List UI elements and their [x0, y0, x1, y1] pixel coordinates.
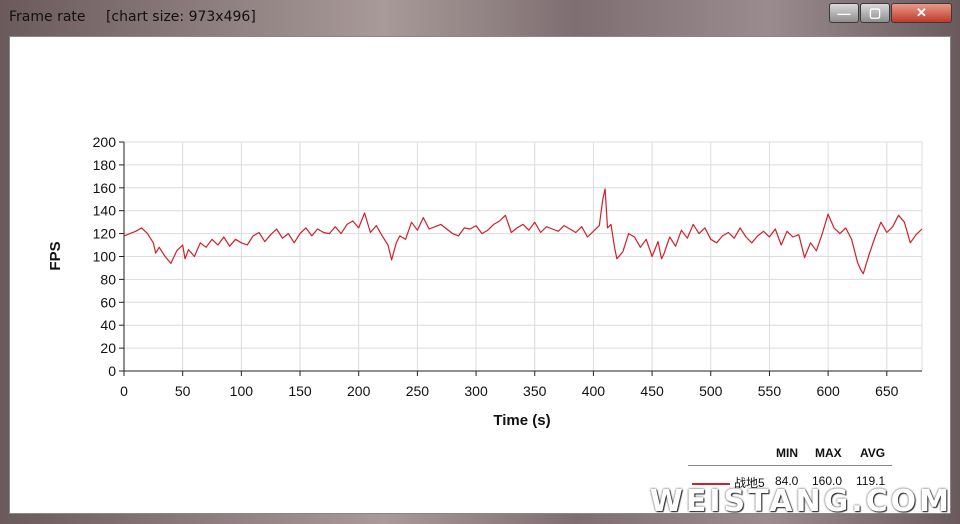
- y-axis-ticks: 0 20 40 60 80 100 120 140 160 180 200: [93, 134, 124, 379]
- legend-series-swatch: [692, 483, 730, 485]
- x-tick-label: 300: [464, 383, 488, 399]
- window-title-text: Frame rate: [9, 9, 86, 25]
- close-button[interactable]: ✕: [891, 3, 952, 23]
- x-tick-label: 500: [699, 383, 723, 399]
- y-tick-label: 100: [93, 249, 117, 265]
- x-axis-label: Time (s): [493, 412, 550, 429]
- y-tick-label: 160: [93, 180, 117, 196]
- x-tick-label: 100: [230, 383, 254, 399]
- y-tick-label: 120: [93, 226, 117, 242]
- x-tick-label: 550: [758, 383, 782, 399]
- y-tick-label: 80: [100, 271, 116, 287]
- x-axis-ticks: 0 50 100 150 200 250 300 350 400 450 500 550 600 650: [120, 371, 899, 399]
- x-tick-label: 200: [347, 383, 371, 399]
- title-bar: Frame rate [chart size: 973x496] — ▢ ✕: [0, 0, 960, 36]
- y-tick-label: 180: [93, 157, 117, 173]
- legend-divider: [688, 465, 892, 466]
- x-tick-label: 250: [406, 383, 430, 399]
- y-tick-label: 20: [100, 340, 116, 356]
- x-tick-label: 0: [120, 383, 128, 399]
- maximize-icon: ▢: [868, 5, 882, 20]
- chart-window-content: [9, 36, 951, 514]
- maximize-button[interactable]: ▢: [860, 3, 890, 23]
- chart-size-label: [chart size: 973x496]: [105, 9, 256, 25]
- y-tick-label: 0: [108, 363, 116, 379]
- y-tick-label: 60: [100, 294, 116, 310]
- watermark-text: WEISTANG.COM: [649, 484, 952, 519]
- y-tick-label: 40: [100, 317, 116, 333]
- legend-series-name: 战地5: [734, 476, 765, 490]
- series-layer: [123, 188, 923, 275]
- legend-header-max: MAX: [815, 446, 842, 460]
- legend-series-min: 84.0: [775, 474, 799, 488]
- y-tick-label: 140: [93, 203, 117, 219]
- x-tick-label: 600: [816, 383, 840, 399]
- window-title: Frame rate [chart size: 973x496]: [9, 9, 256, 25]
- y-tick-label: 200: [93, 134, 117, 150]
- fps-series-line: [123, 188, 923, 275]
- x-tick-label: 450: [640, 383, 664, 399]
- x-tick-label: 350: [523, 383, 547, 399]
- chart-grid: [124, 141, 923, 371]
- legend-header-avg: AVG: [860, 446, 886, 460]
- x-tick-label: 400: [582, 383, 606, 399]
- x-tick-label: 50: [175, 383, 191, 399]
- minimize-icon: —: [837, 5, 851, 21]
- legend-series-max: 160.0: [812, 474, 843, 488]
- legend-header-min: MIN: [776, 446, 798, 460]
- x-tick-label: 650: [875, 383, 899, 399]
- x-tick-label: 150: [288, 383, 312, 399]
- legend-table: MIN MAX AVG 战地5 84.0 160.0 119.1: [688, 446, 892, 496]
- close-icon: ✕: [916, 5, 927, 20]
- y-axis-label: FPS: [47, 241, 64, 270]
- minimize-button[interactable]: —: [829, 3, 859, 23]
- legend-series-avg: 119.1: [856, 474, 886, 488]
